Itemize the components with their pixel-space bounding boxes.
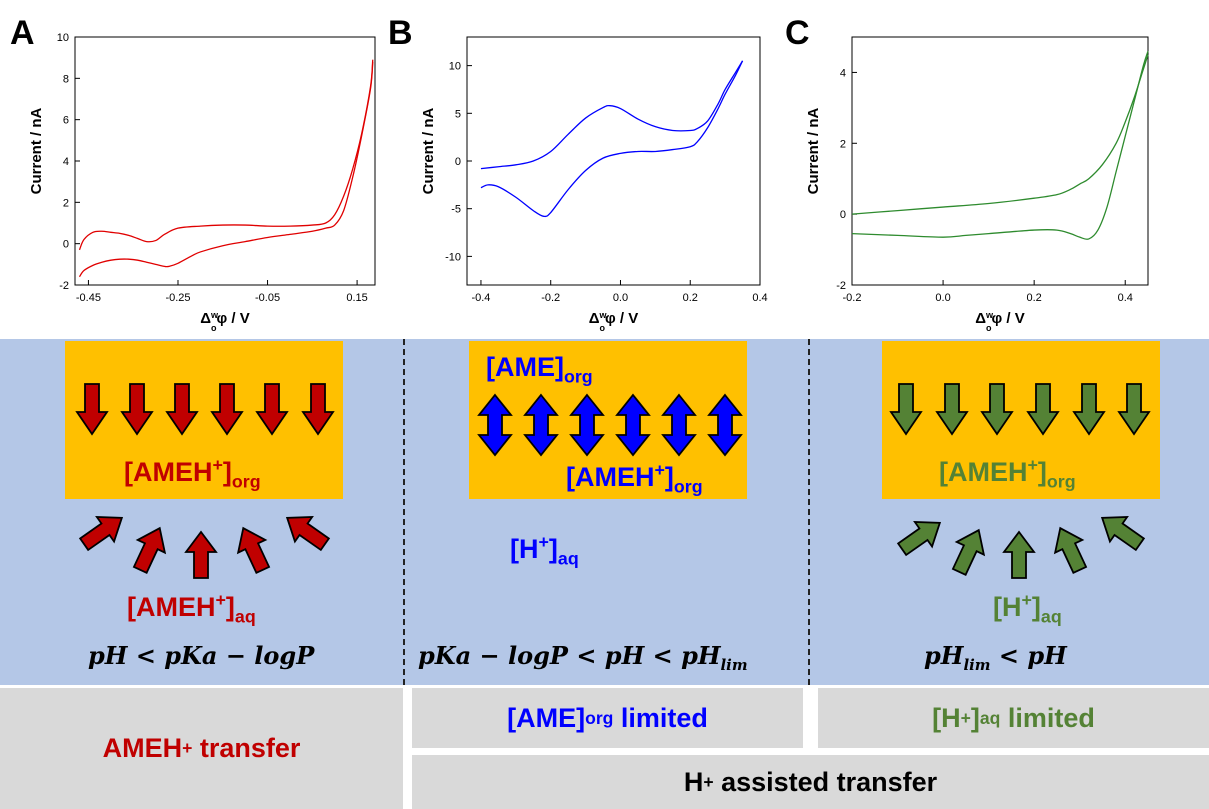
- arrow-up-red: [236, 526, 271, 574]
- x-tick-label: 0.15: [346, 292, 367, 304]
- condition-b: pKa − logP < pH < pHlim: [418, 641, 748, 674]
- label-ameh-aq-a: [AMEH+]aq: [127, 590, 256, 627]
- box-h-aq-limited: [H +] aq limited: [818, 688, 1209, 748]
- x-axis-label: Δw oφ / V: [200, 310, 250, 333]
- y-tick-label: 2: [63, 197, 69, 209]
- arrow-down-green: [935, 383, 969, 436]
- label-ame-org-b: [AME]org: [486, 352, 593, 387]
- y-axis-label: Current / nA: [28, 108, 45, 195]
- organic-phase-box-b: [469, 341, 747, 499]
- x-tick-label: -0.4: [471, 292, 490, 304]
- series-line-1: [480, 60, 744, 170]
- divider-right: [808, 339, 810, 685]
- organic-phase-box-c: [882, 341, 1160, 499]
- x-tick-label: -0.2: [541, 292, 560, 304]
- series-line-2: [78, 61, 374, 278]
- box-ameh-transfer: AMEH + transfer: [0, 688, 403, 809]
- series-line-2: [480, 60, 744, 218]
- arrow-down-green: [1117, 383, 1151, 436]
- arrow-up-red: [285, 516, 331, 552]
- arrow-down-green: [889, 383, 923, 436]
- arrow-down-red: [255, 383, 289, 436]
- label-h-aq-b: [H+]aq: [510, 532, 579, 569]
- arrow-double-blue: [477, 393, 513, 457]
- x-tick-label: -0.05: [255, 292, 280, 304]
- arrow-down-red: [210, 383, 244, 436]
- organic-phase-box-a: [65, 341, 343, 499]
- x-tick-label: 0.0: [935, 292, 950, 304]
- y-tick-label: 10: [57, 32, 69, 44]
- arrow-double-blue: [707, 393, 743, 457]
- x-tick-label: 0.2: [1027, 292, 1042, 304]
- x-tick-label: 0.4: [752, 292, 767, 304]
- arrow-down-red: [301, 383, 335, 436]
- arrow-down-green: [1072, 383, 1106, 436]
- series-line-2: [851, 50, 1149, 240]
- chart-b: -0.4 -0.2 0.0 0.2 0.4 -10 -5 0 5 10 Current / nA Δw…: [420, 36, 768, 333]
- y-tick-label: 4: [63, 156, 69, 168]
- x-axis-label: Δw oφ / V: [589, 310, 639, 333]
- arrow-up-red: [184, 530, 218, 579]
- condition-c: pHlim < pH: [924, 641, 1067, 674]
- arrow-down-red: [75, 383, 109, 436]
- y-tick-label: 10: [449, 61, 461, 73]
- panel-label-b: B: [388, 14, 413, 52]
- arrow-up-green: [896, 521, 942, 557]
- x-axis-label: Δw oφ / V: [975, 310, 1025, 333]
- y-tick-label: 5: [455, 108, 461, 120]
- chart-c: -0.2 0.0 0.2 0.4 -2 0 2 4 Current / nA Δw oφ / V: [805, 36, 1149, 333]
- arrow-double-blue: [615, 393, 651, 457]
- series-line-1: [78, 59, 374, 251]
- panel-label-c: C: [785, 14, 810, 52]
- arrow-double-blue: [661, 393, 697, 457]
- y-tick-label: 0: [63, 239, 69, 251]
- arrow-up-red: [132, 526, 167, 574]
- label-ameh-org-b: [AMEH+]org: [566, 460, 703, 497]
- arrow-double-blue: [569, 393, 605, 457]
- divider-left: [403, 339, 405, 685]
- arrow-up-green: [1053, 526, 1088, 574]
- x-tick-label: 0.4: [1118, 292, 1133, 304]
- y-axis-label: Current / nA: [805, 108, 822, 195]
- y-tick-label: -10: [445, 251, 461, 263]
- series-line-1: [851, 54, 1149, 215]
- arrow-down-green: [1026, 383, 1060, 436]
- y-tick-label: -5: [451, 204, 461, 216]
- y-axis-label: Current / nA: [420, 108, 437, 195]
- box-ame-org-limited: [AME] org limited: [412, 688, 803, 748]
- y-tick-label: 6: [63, 115, 69, 127]
- x-tick-label: 0.0: [613, 292, 628, 304]
- y-tick-label: -2: [59, 280, 69, 292]
- arrow-up-green: [1002, 530, 1036, 579]
- arrow-double-blue: [523, 393, 559, 457]
- y-tick-label: -2: [836, 280, 846, 292]
- panel-label-a: A: [10, 14, 35, 52]
- label-h-aq-c: [H+]aq: [993, 590, 1062, 627]
- y-tick-label: 4: [840, 67, 846, 79]
- arrow-down-green: [980, 383, 1014, 436]
- box-h-assisted-transfer: H + assisted transfer: [412, 755, 1209, 809]
- y-tick-label: 0: [840, 209, 846, 221]
- x-tick-label: -0.2: [843, 292, 862, 304]
- label-ameh-org-a: [AMEH+]org: [124, 455, 261, 492]
- y-tick-label: 2: [840, 138, 846, 150]
- x-tick-label: -0.45: [76, 292, 101, 304]
- label-ameh-org-c: [AMEH+]org: [939, 455, 1076, 492]
- y-tick-label: 0: [455, 156, 461, 168]
- plot-frame: [851, 36, 1149, 286]
- arrow-up-red: [78, 516, 124, 552]
- y-tick-label: 8: [63, 73, 69, 85]
- arrow-up-green: [1100, 516, 1146, 552]
- condition-a: pH < pKa − logP: [88, 641, 315, 670]
- chart-a: -0.45 -0.25 -0.05 0.15 -2 0 2 4 6 8 10 Current / nA…: [28, 32, 376, 333]
- arrow-up-green: [951, 528, 986, 576]
- x-tick-label: 0.2: [683, 292, 698, 304]
- arrow-down-red: [120, 383, 154, 436]
- arrow-down-red: [165, 383, 199, 436]
- x-tick-label: -0.25: [165, 292, 190, 304]
